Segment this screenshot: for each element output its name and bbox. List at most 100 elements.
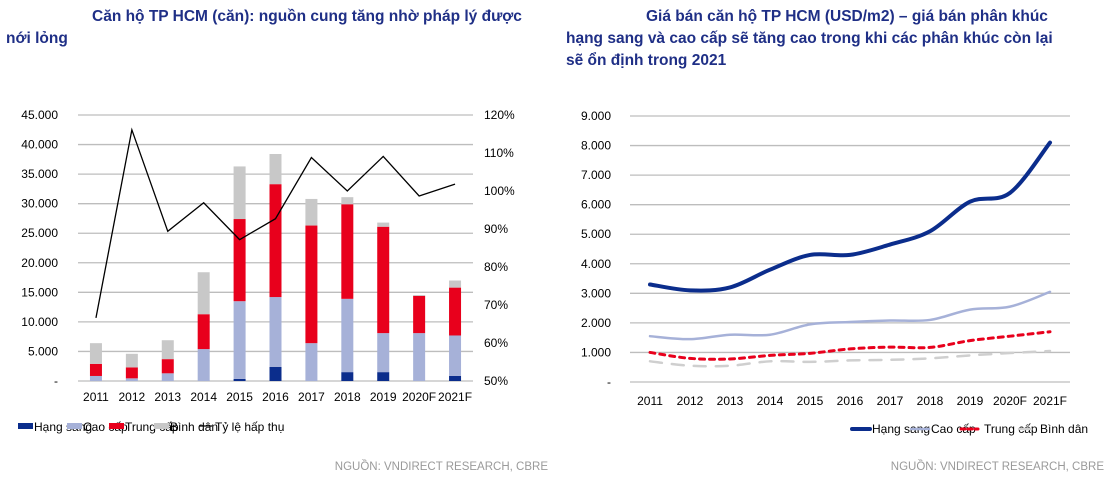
bar-trung-cấp: [197, 314, 210, 350]
bar-cao-cấp: [449, 335, 462, 376]
bar-hạng-sang: [377, 372, 390, 381]
bar-cao-cấp: [305, 343, 318, 381]
x-tick-label: 2012: [677, 394, 704, 408]
x-tick-label: 2020F: [402, 390, 436, 404]
y-tick-label: 1.000: [581, 345, 611, 359]
x-tick-label: 2014: [757, 394, 784, 408]
x-tick-label: 2021F: [1033, 394, 1067, 408]
y2-tick-label: 80%: [484, 260, 508, 274]
bar-trung-cấp: [161, 359, 174, 374]
left-chart-title: Căn hộ TP HCM (căn): nguồn cung tăng nhờ…: [6, 8, 522, 47]
x-tick-label: 2018: [917, 394, 944, 408]
y-tick-label: -: [54, 374, 58, 388]
x-tick-label: 2011: [637, 394, 663, 408]
bar-cao-cấp: [125, 378, 138, 381]
x-tick-label: 2015: [226, 390, 253, 404]
y-tick-label: 5.000: [28, 344, 58, 358]
y-tick-label: 8.000: [581, 139, 611, 153]
y-tick-label: 5.000: [581, 227, 611, 241]
x-tick-label: 2014: [190, 390, 217, 404]
bar-cao-cấp: [341, 298, 354, 373]
legend-label: Bình dân: [1040, 422, 1088, 436]
bar-trung-cấp: [233, 219, 246, 302]
bar-bình-dân: [125, 353, 138, 368]
bar-bình-dân: [269, 154, 282, 185]
bar-cao-cấp: [233, 301, 246, 379]
x-tick-label: 2015: [797, 394, 824, 408]
bar-bình-dân: [413, 294, 426, 296]
y2-tick-label: 120%: [484, 108, 515, 122]
y-tick-label: -: [607, 375, 611, 389]
y2-tick-label: 100%: [484, 184, 515, 198]
y-tick-label: 25.000: [21, 226, 58, 240]
right-chart-title: Giá bán căn hộ TP HCM (USD/m2) – giá bán…: [566, 8, 1053, 69]
bar-cao-cấp: [413, 333, 426, 381]
legend-label: Tỷ lệ hấp thụ: [215, 420, 284, 434]
bar-cao-cấp: [269, 297, 282, 367]
bar-trung-cấp: [341, 204, 354, 299]
bar-trung-cấp: [413, 295, 426, 334]
y-tick-label: 7.000: [581, 168, 611, 182]
bar-trung-cấp: [125, 367, 138, 379]
y-tick-label: 35.000: [21, 167, 58, 181]
y-tick-label: 30.000: [21, 197, 58, 211]
bar-trung-cấp: [305, 225, 318, 344]
absorption-rate-line: [95, 127, 456, 319]
line-bình-dân: [648, 349, 1052, 368]
x-tick-label: 2012: [119, 390, 146, 404]
bar-hạng-sang: [269, 366, 282, 381]
bar-bình-dân: [89, 343, 102, 364]
x-tick-label: 2016: [837, 394, 864, 408]
bar-cao-cấp: [161, 373, 174, 381]
bar-bình-dân: [341, 197, 354, 205]
x-tick-label: 2013: [717, 394, 744, 408]
y-tick-label: 20.000: [21, 256, 58, 270]
legend-swatch: [67, 423, 82, 429]
bar-bình-dân: [377, 222, 390, 227]
legend-swatch: [154, 423, 169, 429]
bar-bình-dân: [197, 272, 210, 315]
bar-bình-dân: [161, 340, 174, 360]
line-cao-cấp: [648, 290, 1052, 341]
line-hạng-sang: [648, 140, 1052, 293]
y-tick-label: 4.000: [581, 257, 611, 271]
y2-tick-label: 90%: [484, 222, 508, 236]
x-tick-label: 2013: [154, 390, 181, 404]
x-tick-label: 2011: [83, 390, 109, 404]
bar-trung-cấp: [449, 287, 462, 336]
y2-tick-label: 110%: [484, 146, 514, 160]
y-tick-label: 15.000: [21, 285, 58, 299]
bar-hạng-sang: [449, 375, 462, 381]
bar-hạng-sang: [233, 378, 246, 381]
y-tick-label: 6.000: [581, 198, 611, 212]
left-source-note: NGUỒN: VNDIRECT RESEARCH, CBRE: [334, 461, 548, 473]
bar-cao-cấp: [89, 375, 102, 381]
legend-label: Cao cấp: [931, 422, 976, 436]
bar-cao-cấp: [377, 333, 390, 373]
y2-tick-label: 60%: [484, 336, 508, 350]
bar-bình-dân: [233, 166, 246, 220]
legend-label: Bình dân: [170, 420, 218, 434]
legend-label: Hạng sang: [872, 422, 930, 436]
x-tick-label: 2016: [262, 390, 289, 404]
bar-bình-dân: [305, 198, 318, 226]
line-trung-cấp: [648, 330, 1052, 361]
bar-hạng-sang: [341, 372, 354, 381]
x-tick-label: 2019: [957, 394, 984, 408]
bar-trung-cấp: [89, 363, 102, 376]
x-tick-label: 2019: [370, 390, 397, 404]
x-tick-label: 2017: [298, 390, 325, 404]
bar-bình-dân: [449, 280, 462, 288]
x-tick-label: 2021F: [438, 390, 472, 404]
x-tick-label: 2017: [877, 394, 904, 408]
legend-swatch: [109, 423, 124, 429]
y-tick-label: 2.000: [581, 316, 611, 330]
y-tick-label: 9.000: [581, 109, 611, 123]
bar-trung-cấp: [269, 184, 282, 298]
x-tick-label: 2018: [334, 390, 361, 404]
y-tick-label: 45.000: [21, 108, 58, 122]
legend-swatch: [18, 423, 33, 429]
y2-tick-label: 70%: [484, 298, 508, 312]
